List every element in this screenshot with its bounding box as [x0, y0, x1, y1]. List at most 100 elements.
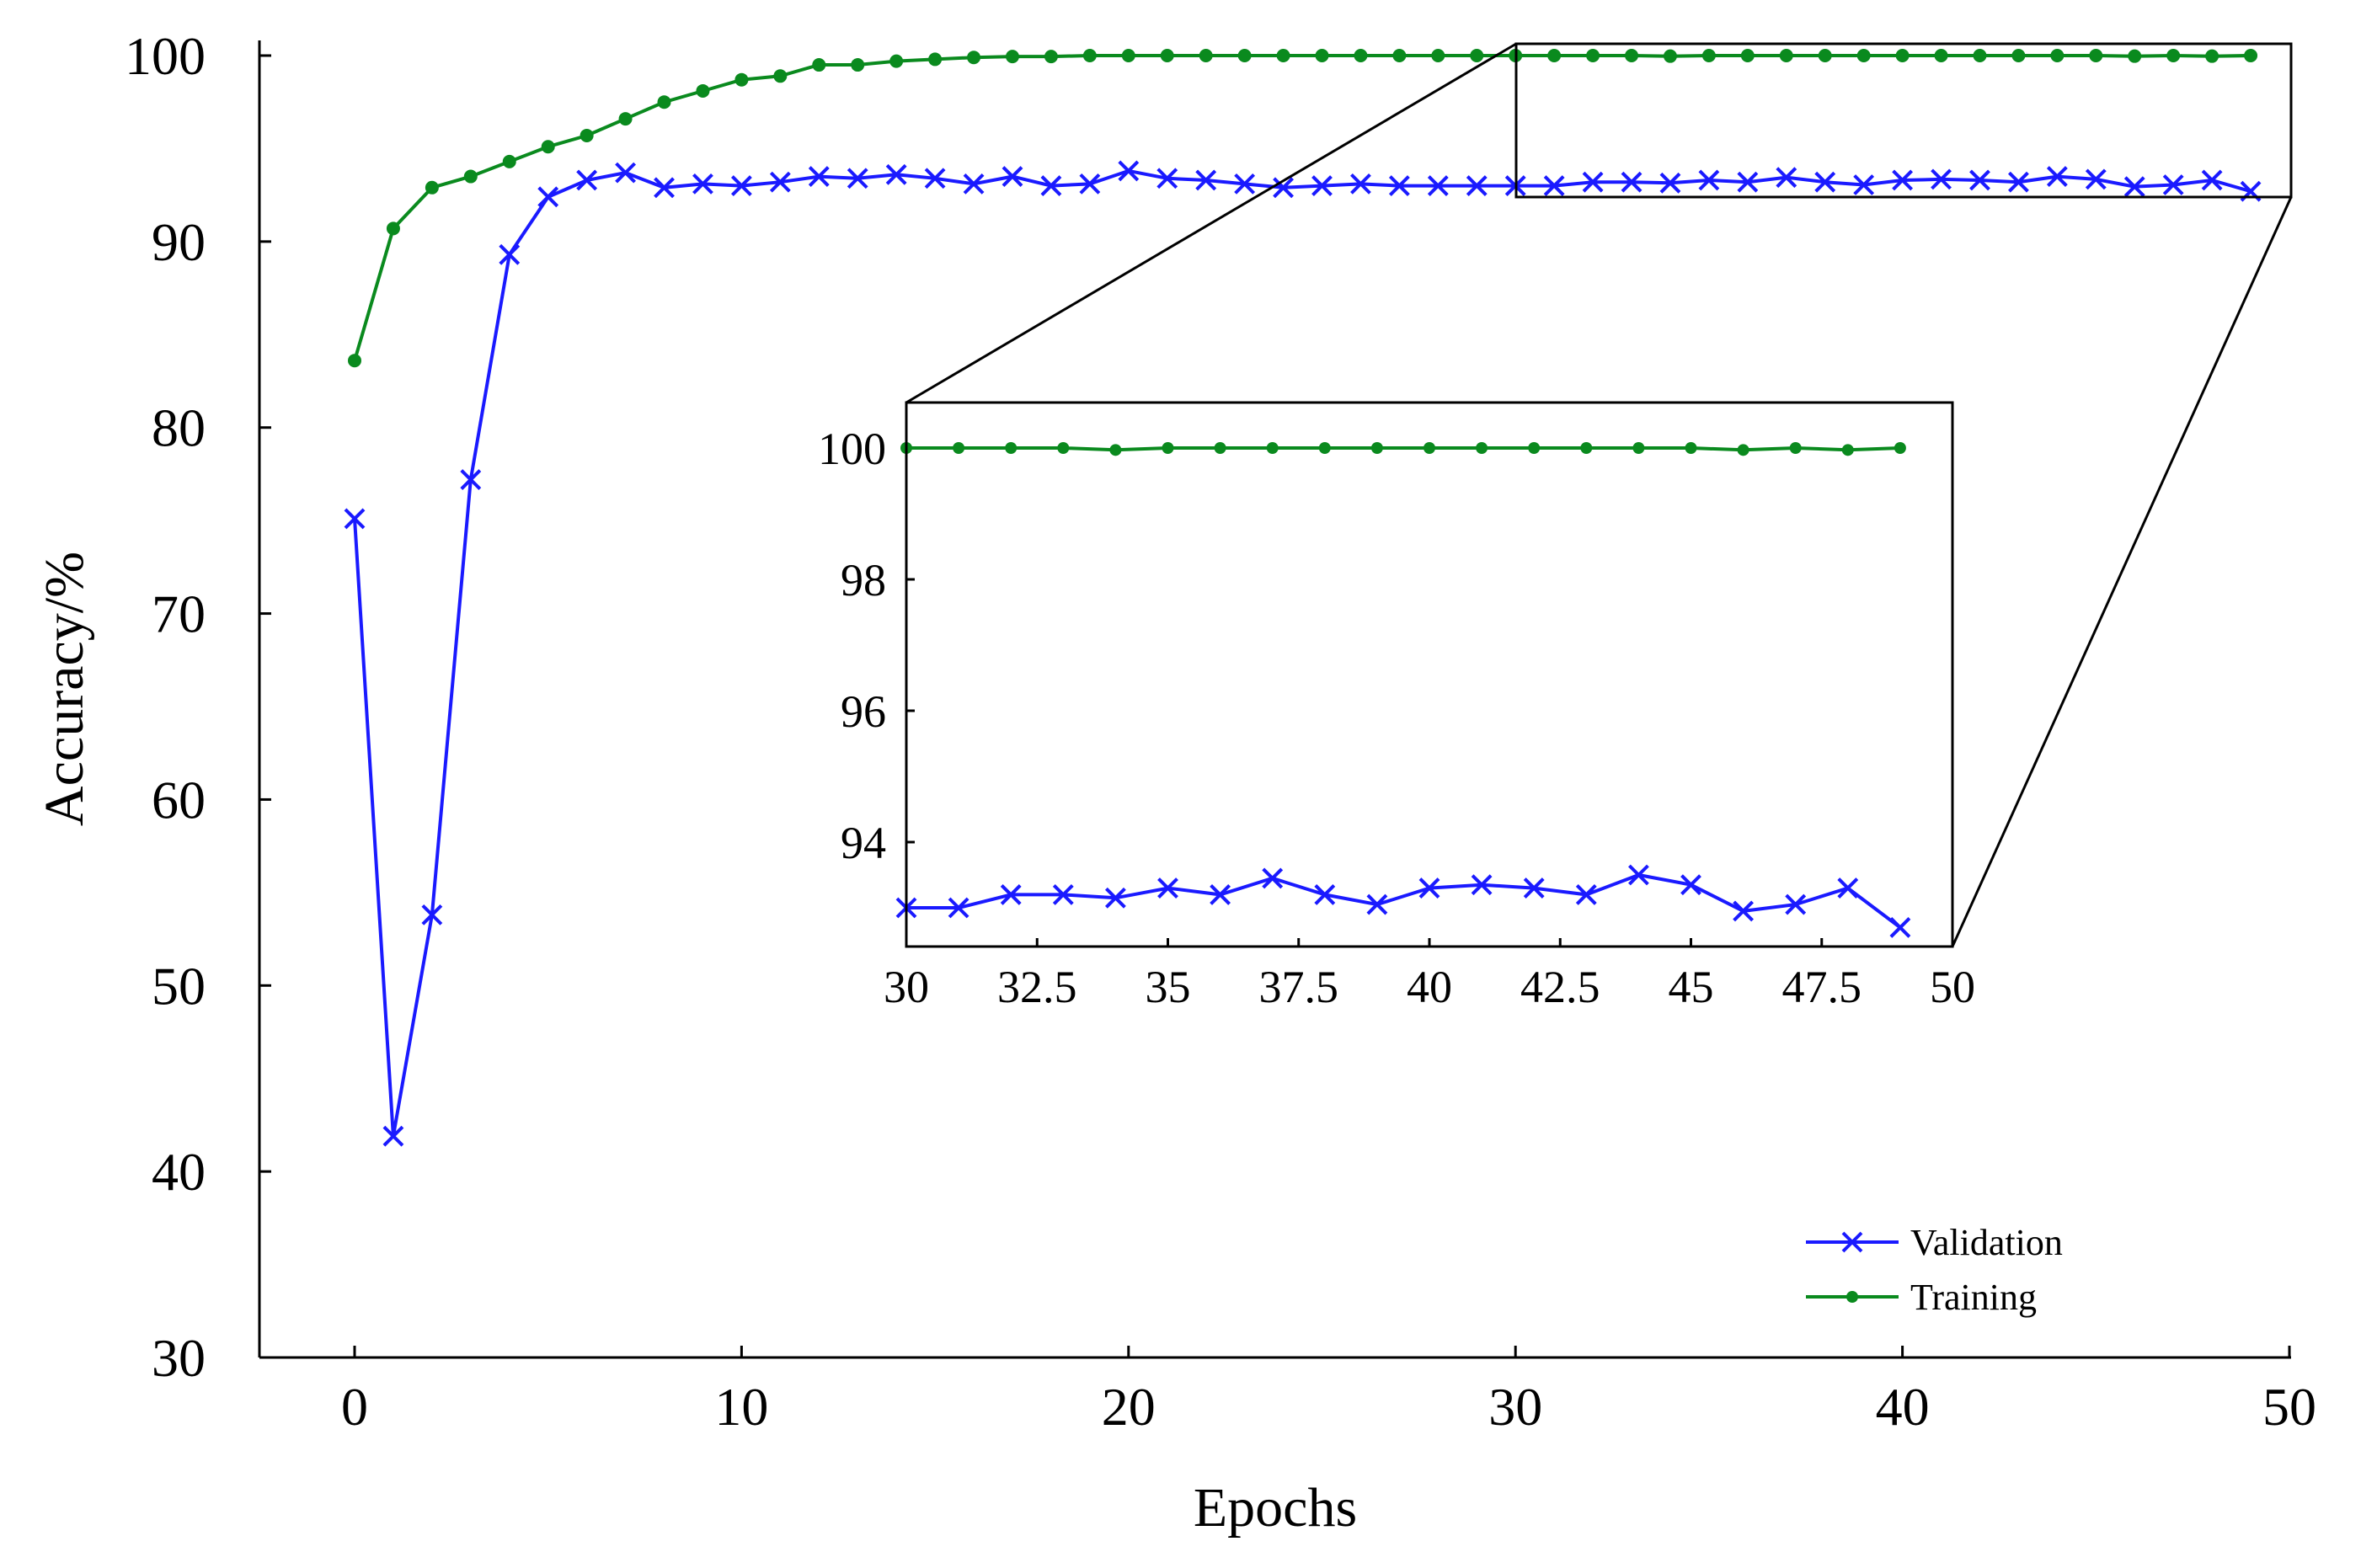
inset-x-tick-label: 42.5 [1520, 962, 1600, 1012]
training-point [928, 52, 943, 67]
validation-point [344, 508, 366, 530]
validation-point [769, 171, 791, 193]
validation-point [1837, 877, 1859, 899]
legend-validation-label: Validation [1910, 1222, 2063, 1263]
training-point [657, 95, 671, 109]
legend-item-validation: Validation [1806, 1222, 2063, 1263]
validation-point [1627, 864, 1649, 886]
validation-point [948, 897, 969, 919]
validation-point [924, 168, 946, 189]
validation-point [1892, 169, 1914, 191]
training-point [1315, 49, 1329, 62]
validation-point [1418, 877, 1440, 899]
training-point [1701, 49, 1716, 62]
training-point [773, 69, 788, 83]
validation-point [1262, 867, 1284, 889]
validation-point [1195, 169, 1217, 191]
main-y-tick-label: 90 [152, 212, 206, 272]
main-y-tick-label: 60 [152, 770, 206, 829]
main-plot: 0 10 20 30 40 50 30 40 50 60 70 80 90 100 Epochs Acc… [34, 26, 2316, 1539]
main-y-tick-label: 80 [152, 398, 206, 458]
training-point [1266, 442, 1279, 454]
training-point [1354, 49, 1368, 62]
zoom-rectangle [1514, 42, 2293, 199]
inset-x-tick-label: 37.5 [1259, 962, 1339, 1012]
inset-x-tick-label: 40 [1407, 962, 1452, 1012]
training-point [1841, 444, 1854, 456]
validation-point [885, 163, 907, 185]
validation-point [1427, 175, 1449, 197]
training-point [1740, 49, 1755, 62]
training-point [1685, 442, 1697, 454]
inset-x-tick-label: 35 [1146, 962, 1191, 1012]
training-point [502, 154, 516, 168]
x-axis-title: Epochs [1194, 1477, 1357, 1539]
validation-point [1210, 883, 1231, 905]
training-point [1476, 442, 1488, 454]
training-point [2166, 49, 2181, 62]
main-x-tick-label: 30 [1488, 1377, 1542, 1437]
training-point [425, 180, 439, 195]
training-line [353, 53, 2251, 361]
training-point [2244, 49, 2258, 62]
inset-background [906, 403, 1952, 947]
main-x-tick-label: 40 [1876, 1377, 1930, 1437]
validation-point [1156, 168, 1178, 189]
validation-point [2046, 166, 2068, 187]
training-point [386, 221, 400, 236]
validation-point [1776, 167, 1797, 189]
training-point [1818, 49, 1832, 62]
validation-point [1853, 174, 1875, 195]
training-point [1625, 49, 1639, 62]
training-point [1470, 49, 1484, 62]
validation-point [1621, 171, 1643, 193]
zoom-connector-right [1951, 196, 2293, 947]
training-point [580, 128, 594, 142]
validation-point [1157, 877, 1178, 899]
training-point [2205, 49, 2219, 63]
training-point [1392, 49, 1407, 62]
validation-point [1350, 173, 1371, 195]
training-point [1789, 442, 1802, 454]
training-point [812, 58, 826, 72]
training-point [1580, 442, 1593, 454]
validation-point [1273, 177, 1294, 199]
main-x-ticks: 0 10 20 30 40 50 [341, 1346, 2316, 1437]
inset-y-tick-label: 96 [841, 686, 886, 737]
main-series [344, 49, 2262, 1147]
legend: Validation Training [1806, 1222, 2063, 1318]
inset-x-tick-label: 45 [1669, 962, 1714, 1012]
validation-point [1680, 874, 1701, 896]
training-point [1044, 50, 1058, 64]
main-y-tick-label: 70 [152, 584, 206, 644]
validation-point [1079, 173, 1101, 195]
validation-point [1234, 173, 1256, 195]
zoom-indicator [905, 42, 2293, 947]
validation-point [1543, 175, 1565, 197]
training-point [696, 83, 710, 98]
legend-item-training: Training [1806, 1277, 2037, 1318]
validation-point [615, 162, 636, 184]
validation-point [1311, 175, 1333, 197]
legend-training-marker [1846, 1291, 1858, 1303]
validation-point [1471, 874, 1493, 896]
validation-point [2162, 174, 2184, 195]
validation-point [847, 168, 868, 189]
main-x-tick-label: 20 [1102, 1377, 1156, 1437]
validation-point [1733, 900, 1755, 922]
legend-validation-x [1841, 1231, 1863, 1253]
training-point [2089, 49, 2103, 62]
main-y-tick-label: 40 [152, 1142, 206, 1202]
validation-point [421, 904, 443, 925]
validation-point [808, 166, 830, 187]
training-point [2128, 49, 2142, 63]
training-point [1199, 49, 1213, 62]
validation-point [1118, 160, 1140, 182]
validation-point [963, 173, 985, 195]
training-point [1237, 49, 1252, 62]
training-point [463, 169, 478, 184]
validation-point [1052, 883, 1074, 905]
training-point [1214, 442, 1226, 454]
training-point [1431, 49, 1445, 62]
training-point [2011, 49, 2026, 62]
